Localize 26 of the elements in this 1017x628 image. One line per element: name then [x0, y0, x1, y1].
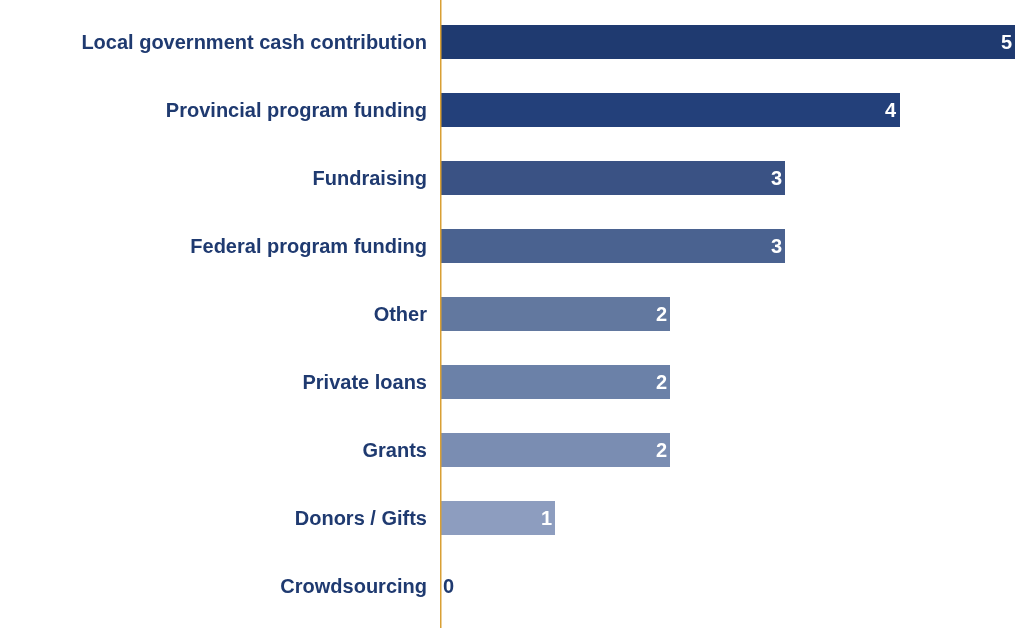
data-label: 0 [443, 575, 455, 597]
data-label: 2 [655, 439, 667, 461]
bar [440, 229, 785, 263]
y-tick-label: Other [373, 303, 428, 325]
bar [440, 161, 785, 195]
bar [440, 501, 555, 535]
y-tick-label: Grants [362, 439, 427, 461]
y-tick-label: Federal program funding [190, 235, 427, 257]
data-label: 2 [655, 303, 667, 325]
y-tick-label: Donors / Gifts [294, 507, 427, 529]
bar [440, 25, 1015, 59]
bar [440, 365, 670, 399]
bar [440, 297, 670, 331]
y-tick-label: Private loans [302, 371, 427, 393]
data-label: 1 [540, 507, 552, 529]
data-label: 4 [885, 99, 897, 121]
bar [440, 433, 670, 467]
bar [440, 93, 900, 127]
data-label: 3 [770, 235, 782, 257]
data-label: 2 [655, 371, 667, 393]
y-tick-label: Provincial program funding [165, 99, 427, 121]
y-tick-label: Local government cash contribution [81, 31, 427, 53]
data-label: 5 [1000, 31, 1012, 53]
data-label: 3 [770, 167, 782, 189]
y-tick-label: Crowdsourcing [280, 575, 427, 597]
y-tick-label: Fundraising [312, 167, 427, 189]
